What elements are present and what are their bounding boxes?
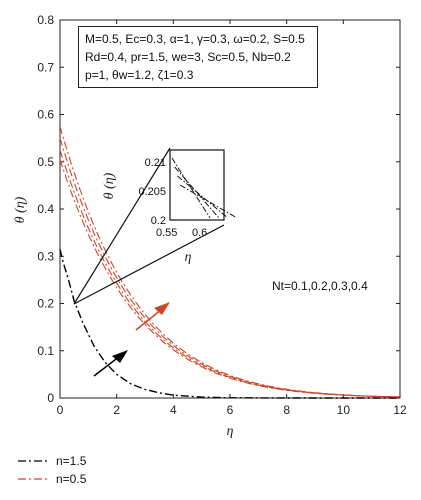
parameter-box: M=0.5, Ec=0.3, α=1, γ=0.3, ω=0.2, S=0.5 … <box>78 26 318 88</box>
series-line-Nt0.3 <box>59 137 400 398</box>
inset-x-label: η <box>185 250 192 265</box>
x-tick-label: 0 <box>57 403 64 417</box>
nt-annotation: Nt=0.1,0.2,0.3,0.4 <box>272 279 368 293</box>
legend-swatch-black <box>18 460 50 462</box>
y-tick-label: 0.7 <box>37 60 54 74</box>
legend-label-n1.5: n=1.5 <box>56 454 87 468</box>
curves-layer <box>59 126 401 399</box>
series-line-Nt0.4 <box>59 126 401 398</box>
legend-label-n0.5: n=0.5 <box>56 472 87 486</box>
inset-ytick-0.2: 0.2 <box>151 215 166 227</box>
inset-curve <box>177 175 229 219</box>
inset-curve <box>179 184 238 219</box>
series-line-Nt0.2 <box>59 149 401 398</box>
inset-ytick-0.21: 0.21 <box>145 157 166 169</box>
arrow-black <box>93 350 128 377</box>
arrow-red <box>135 302 170 331</box>
x-axis-ticks: 0 2 4 6 8 10 12 <box>57 20 407 417</box>
x-tick-label: 2 <box>113 403 120 417</box>
y-tick-label: 0.3 <box>37 249 54 263</box>
param-line-3: p=1, θw=1.2, ζ1=0.3 <box>85 68 194 82</box>
inset-xtick-0.6: 0.6 <box>192 227 207 239</box>
y-tick-label: 0.6 <box>37 108 54 122</box>
param-line-1: M=0.5, Ec=0.3, α=1, γ=0.3, ω=0.2, S=0.5 <box>85 32 305 46</box>
inset-curve <box>171 157 211 219</box>
inset-frame <box>169 149 225 221</box>
inset-y-label: θ (η) <box>102 172 117 199</box>
y-tick-label: 0.5 <box>37 155 54 169</box>
inset-xtick-0.55: 0.55 <box>156 227 177 239</box>
x-tick-label: 4 <box>170 403 177 417</box>
y-tick-label: 0.4 <box>37 202 54 216</box>
zoom-connector-upper <box>73 147 171 305</box>
param-line-2: Rd=0.4, pr=1.5, we=3, Sc=0.5, Nb=0.2 <box>85 50 291 64</box>
x-tick-label: 8 <box>283 403 290 417</box>
inset-ytick-0.205: 0.205 <box>138 186 166 198</box>
y-tick-label: 0.8 <box>37 13 54 27</box>
x-tick-label: 6 <box>227 403 234 417</box>
y-tick-label: 0 <box>47 391 54 405</box>
x-tick-label: 12 <box>393 403 407 417</box>
series-line-n1.5 <box>59 249 400 399</box>
legend-item-n0.5: n=0.5 <box>16 470 86 488</box>
x-tick-label: 10 <box>337 403 351 417</box>
legend-item-n1.5: n=1.5 <box>16 452 86 470</box>
y-tick-label: 0.2 <box>37 297 54 311</box>
legend: n=1.5 n=0.5 <box>16 452 86 488</box>
y-axis-label: θ (η) <box>13 196 28 223</box>
legend-swatch-red <box>18 478 50 480</box>
y-tick-label: 0.1 <box>37 344 54 358</box>
zoom-connector-lower <box>73 224 225 305</box>
inset-curves <box>171 157 238 219</box>
x-axis-label: η <box>227 424 234 439</box>
y-axis-ticks: 0 0.1 0.2 0.3 0.4 0.5 0.6 0.7 0.8 <box>37 13 400 405</box>
